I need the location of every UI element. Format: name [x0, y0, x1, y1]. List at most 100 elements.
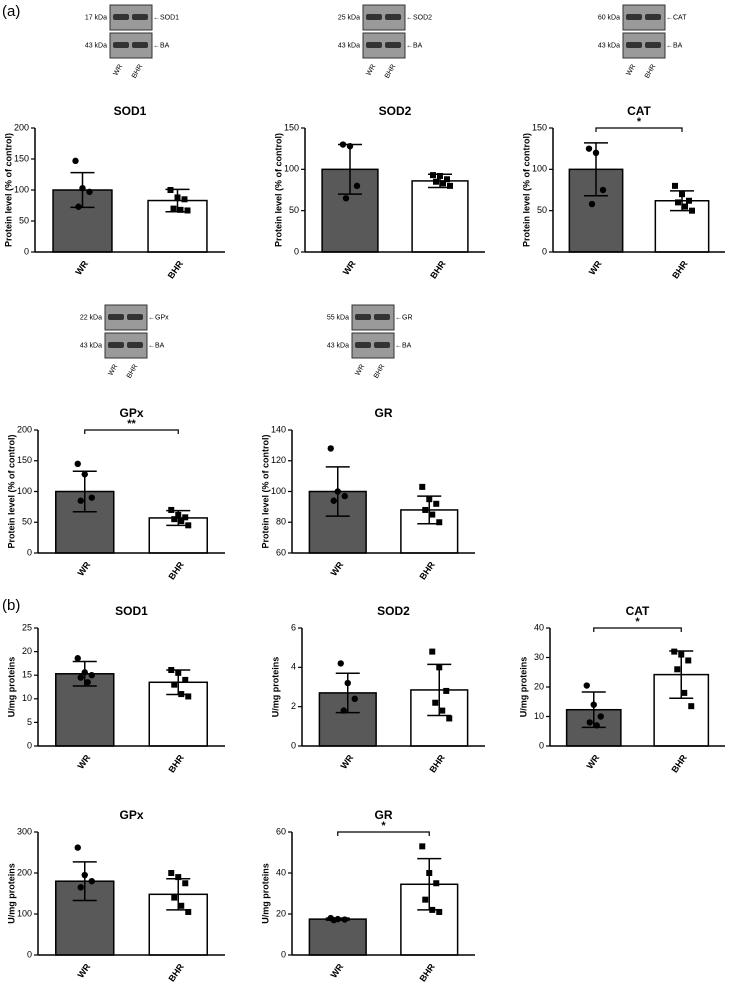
x-tick-label: WR — [329, 559, 346, 577]
data-point — [351, 695, 358, 702]
data-point — [430, 172, 436, 179]
y-axis-label: U/mg proteins — [270, 657, 280, 718]
data-point — [344, 679, 351, 687]
data-point — [72, 157, 79, 165]
data-point — [433, 880, 440, 887]
data-point — [181, 196, 188, 203]
data-point — [168, 870, 175, 876]
band — [366, 14, 382, 20]
panel-label: (a) — [2, 3, 20, 20]
data-point — [419, 843, 426, 850]
y-tick-label: 0 — [291, 740, 296, 750]
chart-title: GPx — [119, 808, 143, 822]
y-tick-label: 50 — [22, 517, 32, 527]
blot-lane: WR — [107, 363, 119, 377]
x-tick-label: WR — [339, 752, 356, 770]
y-tick-label: 20 — [534, 681, 544, 691]
y-tick-label: 6 — [291, 622, 296, 632]
band — [127, 342, 143, 348]
blot-lane: WR — [112, 63, 124, 77]
x-tick-label: WR — [329, 961, 346, 979]
y-tick-label: 50 — [19, 215, 29, 225]
x-tick-label: BHR — [166, 559, 186, 581]
data-point — [429, 906, 436, 913]
y-tick-label: 0 — [27, 547, 32, 557]
data-point — [671, 648, 678, 655]
band — [366, 42, 382, 48]
y-axis-label: Protein level (% of control) — [521, 133, 531, 247]
data-point — [679, 191, 685, 198]
data-point — [429, 648, 436, 655]
significance-bracket — [84, 429, 179, 434]
data-point — [689, 207, 695, 214]
significance-bracket — [593, 627, 682, 632]
blot-kda: 55 kDa — [327, 314, 349, 321]
chart-title: GR — [375, 406, 393, 420]
data-point — [168, 506, 175, 513]
x-tick-label: BHR — [670, 258, 690, 280]
data-point — [599, 186, 607, 194]
band — [374, 314, 390, 320]
y-axis-label: Protein level (% of control) — [6, 434, 16, 548]
band — [626, 42, 642, 48]
data-point — [426, 496, 433, 503]
y-tick-label: 100 — [284, 164, 299, 174]
data-point — [422, 506, 429, 513]
data-point — [182, 514, 189, 521]
x-tick-label: WR — [76, 752, 93, 770]
blot-lane: BHR — [384, 63, 397, 79]
blot-kda: 43 kDa — [85, 42, 107, 49]
data-point — [688, 703, 695, 710]
blot-lane: WR — [625, 63, 637, 77]
blot-kda: 60 kDa — [598, 14, 620, 21]
x-tick-label: BHR — [417, 559, 437, 581]
band — [132, 14, 148, 20]
y-tick-label: 150 — [284, 122, 299, 132]
significance-label: * — [381, 820, 386, 832]
band — [355, 342, 371, 348]
y-tick-label: 100 — [271, 486, 286, 496]
error-bar — [335, 672, 360, 714]
blot-label: ←SOD2 — [406, 14, 432, 21]
significance-label: ** — [127, 418, 136, 430]
data-point — [77, 497, 84, 504]
band — [113, 42, 129, 48]
data-point — [185, 693, 192, 700]
x-tick-label: BHR — [427, 752, 447, 774]
data-point — [177, 206, 184, 213]
blot-kda: 43 kDa — [80, 342, 102, 349]
y-tick-label: 80 — [276, 517, 286, 527]
y-tick-label: 100 — [17, 908, 32, 918]
y-tick-label: 300 — [17, 826, 32, 836]
y-tick-label: 150 — [17, 455, 32, 465]
y-tick-label: 150 — [532, 122, 547, 132]
data-point — [175, 874, 182, 881]
blot-label: ←BA — [148, 342, 165, 349]
band — [645, 42, 661, 48]
y-tick-label: 60 — [276, 547, 286, 557]
chart-title: SOD1 — [115, 604, 148, 618]
blot-kda: 43 kDa — [338, 42, 360, 49]
y-tick-label: 20 — [276, 908, 286, 918]
x-tick-label: BHR — [166, 752, 186, 774]
y-tick-label: 140 — [271, 424, 286, 434]
blot-lane: BHR — [644, 63, 657, 79]
y-tick-label: 2 — [291, 701, 296, 711]
y-tick-label: 10 — [534, 711, 544, 721]
significance-label: * — [637, 116, 642, 128]
y-tick-label: 100 — [14, 184, 29, 194]
data-point — [340, 707, 347, 714]
y-axis-label: U/mg proteins — [6, 657, 16, 718]
data-point — [168, 667, 175, 674]
x-tick-label: WR — [76, 559, 93, 577]
data-point — [681, 689, 688, 696]
data-point — [675, 199, 681, 206]
data-point — [175, 511, 182, 518]
x-tick-label: WR — [76, 961, 93, 979]
data-point — [74, 844, 81, 851]
data-point — [75, 203, 82, 210]
band — [108, 342, 124, 348]
blot-kda: 17 kDa — [85, 14, 107, 21]
data-point — [327, 445, 334, 452]
